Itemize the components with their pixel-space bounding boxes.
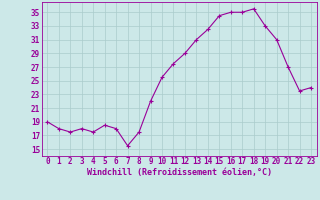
X-axis label: Windchill (Refroidissement éolien,°C): Windchill (Refroidissement éolien,°C)	[87, 168, 272, 177]
